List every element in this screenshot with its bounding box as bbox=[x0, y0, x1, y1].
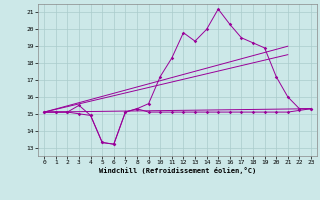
X-axis label: Windchill (Refroidissement éolien,°C): Windchill (Refroidissement éolien,°C) bbox=[99, 167, 256, 174]
